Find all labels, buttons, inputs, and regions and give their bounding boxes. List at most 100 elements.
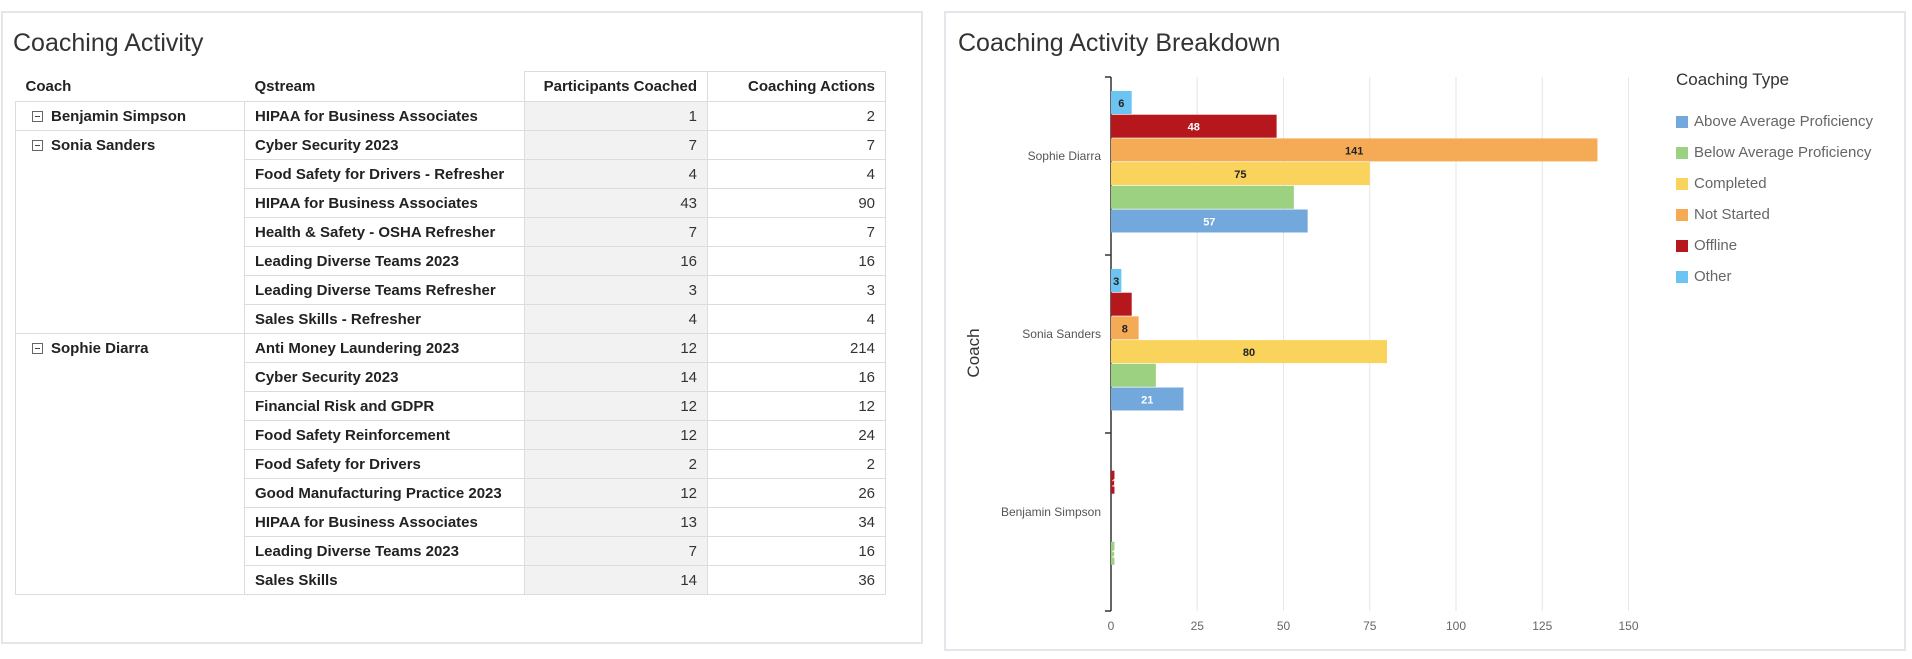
data-label: 141: [1345, 145, 1363, 157]
coaching-actions-value: 4: [707, 159, 886, 189]
chart-legend: Above Average Proficiency Below Average P…: [1676, 113, 1873, 299]
column-header-coaching-actions[interactable]: Coaching Actions: [707, 71, 886, 102]
qstream-name: Cyber Security 2023: [244, 362, 525, 392]
bar: [1111, 91, 1132, 114]
data-label: 6: [1118, 98, 1124, 110]
table-row: Financial Risk and GDPR 12 12: [15, 391, 886, 421]
participants-coached-value: 13: [524, 507, 708, 537]
x-tick-label: 75: [1363, 619, 1377, 633]
legend-swatch: [1676, 116, 1688, 128]
coach-cell-empty: [15, 362, 245, 392]
legend-label: Offline: [1694, 237, 1738, 254]
qstream-name: Cyber Security 2023: [244, 130, 525, 160]
participants-coached-value: 4: [524, 159, 708, 189]
participants-coached-value: 7: [524, 536, 708, 566]
x-tick-label: 150: [1618, 619, 1638, 633]
column-header-qstream[interactable]: Qstream: [244, 71, 525, 102]
participants-coached-value: 2: [524, 449, 708, 479]
data-label: 1: [1112, 478, 1118, 490]
qstream-name: Food Safety for Drivers - Refresher: [244, 159, 525, 189]
table-row: Sonia Sanders Cyber Security 2023 7 7: [15, 130, 886, 160]
coaching-actions-value: 7: [707, 217, 886, 247]
table-row: HIPAA for Business Associates 43 90: [15, 188, 886, 218]
qstream-name: Leading Diverse Teams Refresher: [244, 275, 525, 305]
column-header-coach[interactable]: Coach: [15, 71, 245, 102]
table-row: Good Manufacturing Practice 2023 12 26: [15, 478, 886, 508]
participants-coached-value: 12: [524, 391, 708, 421]
coach-name: Benjamin Simpson: [51, 107, 187, 125]
legend-swatch: [1676, 240, 1688, 252]
coaching-actions-value: 90: [707, 188, 886, 218]
data-label: 8: [1122, 323, 1128, 335]
coach-cell[interactable]: Benjamin Simpson: [15, 101, 245, 131]
legend-label: Above Average Proficiency: [1694, 113, 1873, 130]
qstream-name: Health & Safety - OSHA Refresher: [244, 217, 525, 247]
x-tick-label: 100: [1446, 619, 1466, 633]
bar: [1111, 292, 1132, 316]
legend-swatch: [1676, 147, 1688, 159]
coach-name: Sophie Diarra: [51, 339, 149, 357]
collapse-icon[interactable]: [32, 110, 43, 122]
legend-swatch: [1676, 178, 1688, 190]
collapse-icon[interactable]: [32, 342, 43, 354]
legend-label: Not Started: [1694, 206, 1770, 223]
legend-item[interactable]: Below Average Proficiency: [1676, 144, 1873, 175]
bar: [1111, 470, 1115, 494]
bar: [1111, 209, 1308, 233]
table-row: Benjamin Simpson HIPAA for Business Assoc…: [15, 101, 886, 131]
coach-name: Sonia Sanders: [51, 136, 156, 154]
legend-item[interactable]: Offline: [1676, 237, 1873, 268]
panel-title: Coaching Activity: [13, 29, 204, 57]
data-label: 57: [1203, 216, 1215, 228]
coach-cell[interactable]: Sophie Diarra: [15, 333, 245, 363]
coaching-actions-value: 16: [707, 362, 886, 392]
participants-coached-value: 4: [524, 304, 708, 334]
qstream-name: Sales Skills - Refresher: [244, 304, 525, 334]
coaching-breakdown-chart: 0 25 50 75 100 125 150 Coach Sophie Diarra 6 48 141…: [964, 76, 1639, 633]
qstream-name: Food Safety Reinforcement: [244, 420, 525, 450]
participants-coached-value: 7: [524, 130, 708, 160]
table-row: Health & Safety - OSHA Refresher 7 7: [15, 217, 886, 247]
table-row: Food Safety for Drivers 2 2: [15, 449, 886, 479]
coach-cell-empty: [15, 565, 245, 595]
bar: [1111, 316, 1139, 340]
coach-cell-empty: [15, 420, 245, 450]
table-row: Leading Diverse Teams Refresher 3 3: [15, 275, 886, 305]
coaching-breakdown-panel: Coaching Activity Breakdown 0 25 50 75 100 12…: [944, 11, 1906, 651]
coach-cell-empty: [15, 391, 245, 421]
legend-item[interactable]: Completed: [1676, 175, 1873, 206]
qstream-name: HIPAA for Business Associates: [244, 188, 525, 218]
coach-cell-empty: [15, 536, 245, 566]
panel-title: Coaching Activity Breakdown: [958, 29, 1281, 57]
coaching-actions-value: 34: [707, 507, 886, 537]
legend-label: Below Average Proficiency: [1694, 144, 1872, 161]
legend-item[interactable]: Above Average Proficiency: [1676, 113, 1873, 144]
coach-cell-empty: [15, 275, 245, 305]
bar: [1111, 387, 1184, 411]
qstream-name: Financial Risk and GDPR: [244, 391, 525, 421]
table-row: Food Safety for Drivers - Refresher 4 4: [15, 159, 886, 189]
bar: [1111, 114, 1277, 138]
coach-cell-empty: [15, 188, 245, 218]
table-row: Leading Diverse Teams 2023 16 16: [15, 246, 886, 276]
x-tick-label: 50: [1277, 619, 1291, 633]
legend-title: Coaching Type: [1676, 70, 1790, 89]
coach-cell[interactable]: Sonia Sanders: [15, 130, 245, 160]
participants-coached-value: 7: [524, 217, 708, 247]
legend-swatch: [1676, 271, 1688, 283]
legend-item[interactable]: Other: [1676, 268, 1873, 299]
table-row: Sales Skills 14 36: [15, 565, 886, 595]
category-label: Sophie Diarra: [1028, 149, 1102, 163]
participants-coached-value: 12: [524, 420, 708, 450]
bar: [1111, 162, 1370, 186]
table-row: Sophie Diarra Anti Money Laundering 2023 1…: [15, 333, 886, 363]
participants-coached-value: 14: [524, 362, 708, 392]
participants-coached-value: 3: [524, 275, 708, 305]
x-tick-label: 25: [1191, 619, 1205, 633]
legend-item[interactable]: Not Started: [1676, 206, 1873, 237]
table-row: Cyber Security 2023 14 16: [15, 362, 886, 392]
column-header-participants-coached[interactable]: Participants Coached: [524, 71, 708, 102]
qstream-name: Leading Diverse Teams 2023: [244, 246, 525, 276]
collapse-icon[interactable]: [32, 139, 43, 151]
bar: [1111, 138, 1598, 162]
